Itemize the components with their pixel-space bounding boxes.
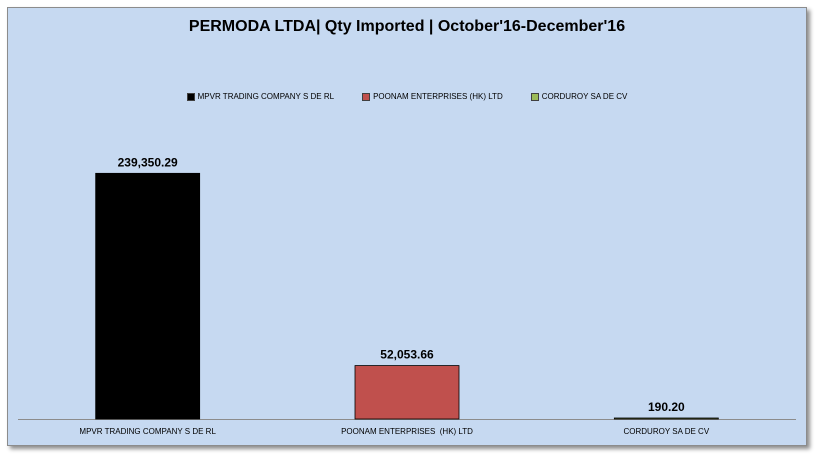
legend-item-mpvr: MPVR TRADING COMPANY S DE RL bbox=[186, 92, 335, 101]
bar-value-label-2: 52,053.66 bbox=[380, 348, 434, 362]
legend-label-mpvr: MPVR TRADING COMPANY S DE RL bbox=[197, 92, 335, 101]
bar-2 bbox=[354, 365, 460, 420]
x-tick-label-3: CORDUROY SA DE CV bbox=[624, 427, 710, 436]
bar-1 bbox=[95, 172, 201, 420]
bar-value-label-1: 239,350.29 bbox=[118, 155, 178, 169]
legend-item-corduroy: CORDUROY SA DE CV bbox=[530, 92, 628, 101]
bar-value-label-3: 190.20 bbox=[648, 400, 685, 414]
legend-label-corduroy: CORDUROY SA DE CV bbox=[541, 92, 628, 101]
legend-swatch-poonam bbox=[362, 92, 371, 101]
x-tick-label-2: POONAM ENTERPRISES (HK) LTD bbox=[341, 427, 473, 436]
legend: MPVR TRADING COMPANY S DE RL POONAM ENTE… bbox=[8, 92, 806, 101]
bar-3 bbox=[613, 417, 719, 420]
x-tick-label-1: MPVR TRADING COMPANY S DE RL bbox=[79, 427, 216, 436]
legend-label-poonam: POONAM ENTERPRISES (HK) LTD bbox=[373, 92, 503, 101]
chart-area: PERMODA LTDA| Qty Imported | October'16-… bbox=[7, 7, 807, 446]
chart-title: PERMODA LTDA| Qty Imported | October'16-… bbox=[188, 18, 626, 35]
plot-area: 239,350.29 MPVR TRADING COMPANY S DE RL 52… bbox=[18, 155, 796, 436]
legend-swatch-corduroy bbox=[530, 92, 539, 101]
legend-swatch-mpvr bbox=[186, 92, 195, 101]
legend-item-poonam: POONAM ENTERPRISES (HK) LTD bbox=[362, 92, 503, 101]
